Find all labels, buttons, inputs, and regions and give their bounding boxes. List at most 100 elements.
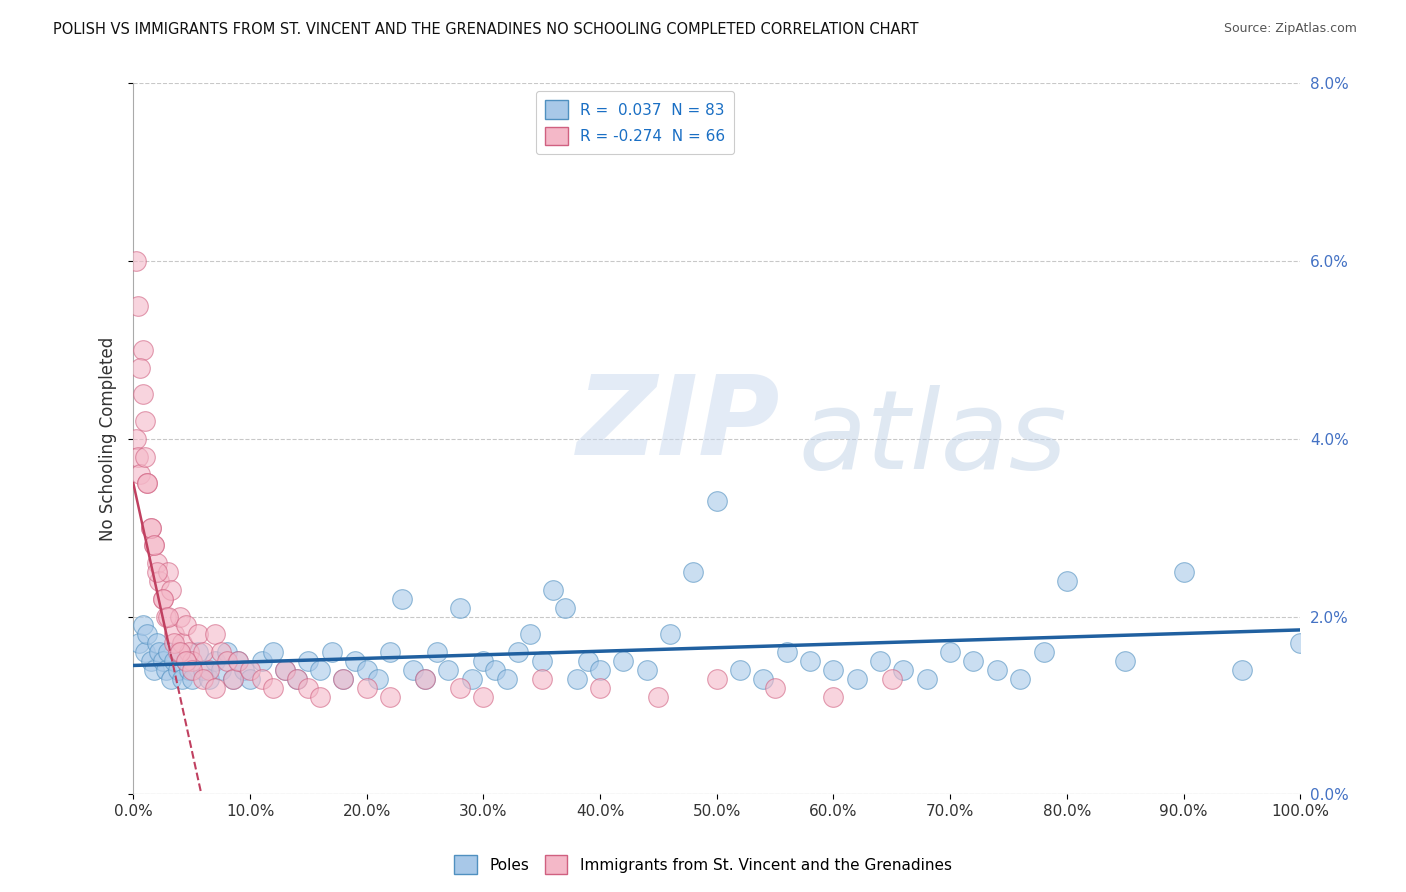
Point <box>166 645 188 659</box>
Point <box>169 609 191 624</box>
Point <box>180 654 202 668</box>
Point <box>215 645 238 659</box>
Point <box>145 565 167 579</box>
Point <box>728 663 751 677</box>
Point <box>612 654 634 668</box>
Point <box>143 539 166 553</box>
Point <box>763 681 786 695</box>
Point <box>221 672 243 686</box>
Point <box>139 521 162 535</box>
Point <box>131 387 153 401</box>
Point <box>193 663 215 677</box>
Point <box>449 681 471 695</box>
Text: Source: ZipAtlas.com: Source: ZipAtlas.com <box>1223 22 1357 36</box>
Point <box>356 663 378 677</box>
Text: ZIP: ZIP <box>576 371 780 478</box>
Point <box>332 672 354 686</box>
Point <box>163 636 186 650</box>
Point <box>472 690 495 704</box>
Point <box>180 663 202 677</box>
Point <box>706 494 728 508</box>
Point <box>124 254 146 268</box>
Point <box>186 627 208 641</box>
Y-axis label: No Schooling Completed: No Schooling Completed <box>100 337 117 541</box>
Point <box>157 645 180 659</box>
Point <box>297 681 319 695</box>
Point <box>578 654 600 668</box>
Point <box>659 627 682 641</box>
Text: POLISH VS IMMIGRANTS FROM ST. VINCENT AND THE GRENADINES NO SCHOOLING COMPLETED : POLISH VS IMMIGRANTS FROM ST. VINCENT AN… <box>53 22 920 37</box>
Point <box>565 672 588 686</box>
Point <box>426 645 449 659</box>
Point <box>239 672 262 686</box>
Point <box>136 627 159 641</box>
Point <box>682 565 704 579</box>
Point <box>157 565 180 579</box>
Point <box>332 672 354 686</box>
Point <box>139 654 162 668</box>
Point <box>204 681 226 695</box>
Point <box>134 450 156 464</box>
Point <box>152 591 174 606</box>
Point <box>484 663 506 677</box>
Point <box>1056 574 1078 588</box>
Point <box>495 672 517 686</box>
Point <box>799 654 821 668</box>
Point <box>309 663 332 677</box>
Point <box>145 636 167 650</box>
Point <box>1173 565 1195 579</box>
Point <box>221 672 243 686</box>
Point <box>157 609 180 624</box>
Point <box>285 672 308 686</box>
Point <box>274 663 297 677</box>
Point <box>174 654 197 668</box>
Point <box>209 645 232 659</box>
Point <box>209 663 232 677</box>
Point <box>193 672 215 686</box>
Point <box>148 574 170 588</box>
Point <box>519 627 541 641</box>
Point <box>215 654 238 668</box>
Point <box>186 645 208 659</box>
Point <box>402 663 425 677</box>
Point <box>159 582 181 597</box>
Point <box>193 645 215 659</box>
Point <box>163 654 186 668</box>
Point <box>179 645 201 659</box>
Point <box>262 645 284 659</box>
Point <box>461 672 484 686</box>
Point <box>647 690 669 704</box>
Point <box>776 645 799 659</box>
Point <box>543 582 565 597</box>
Point <box>344 654 367 668</box>
Point <box>589 663 612 677</box>
Point <box>134 645 156 659</box>
Point <box>706 672 728 686</box>
Point <box>145 556 167 570</box>
Point <box>508 645 530 659</box>
Point <box>159 672 181 686</box>
Point <box>152 591 174 606</box>
Point <box>136 476 159 491</box>
Point <box>437 663 460 677</box>
Point <box>1230 663 1253 677</box>
Point <box>139 521 162 535</box>
Point <box>129 467 152 482</box>
Point <box>163 627 186 641</box>
Point <box>155 609 177 624</box>
Point <box>823 663 845 677</box>
Point <box>152 654 174 668</box>
Point <box>169 645 191 659</box>
Point <box>198 672 221 686</box>
Point <box>530 654 553 668</box>
Point <box>309 690 332 704</box>
Point <box>472 654 495 668</box>
Point <box>274 663 297 677</box>
Point <box>321 645 343 659</box>
Point <box>530 672 553 686</box>
Point <box>131 343 153 357</box>
Point <box>174 654 197 668</box>
Point <box>180 672 202 686</box>
Point <box>143 663 166 677</box>
Point <box>134 414 156 428</box>
